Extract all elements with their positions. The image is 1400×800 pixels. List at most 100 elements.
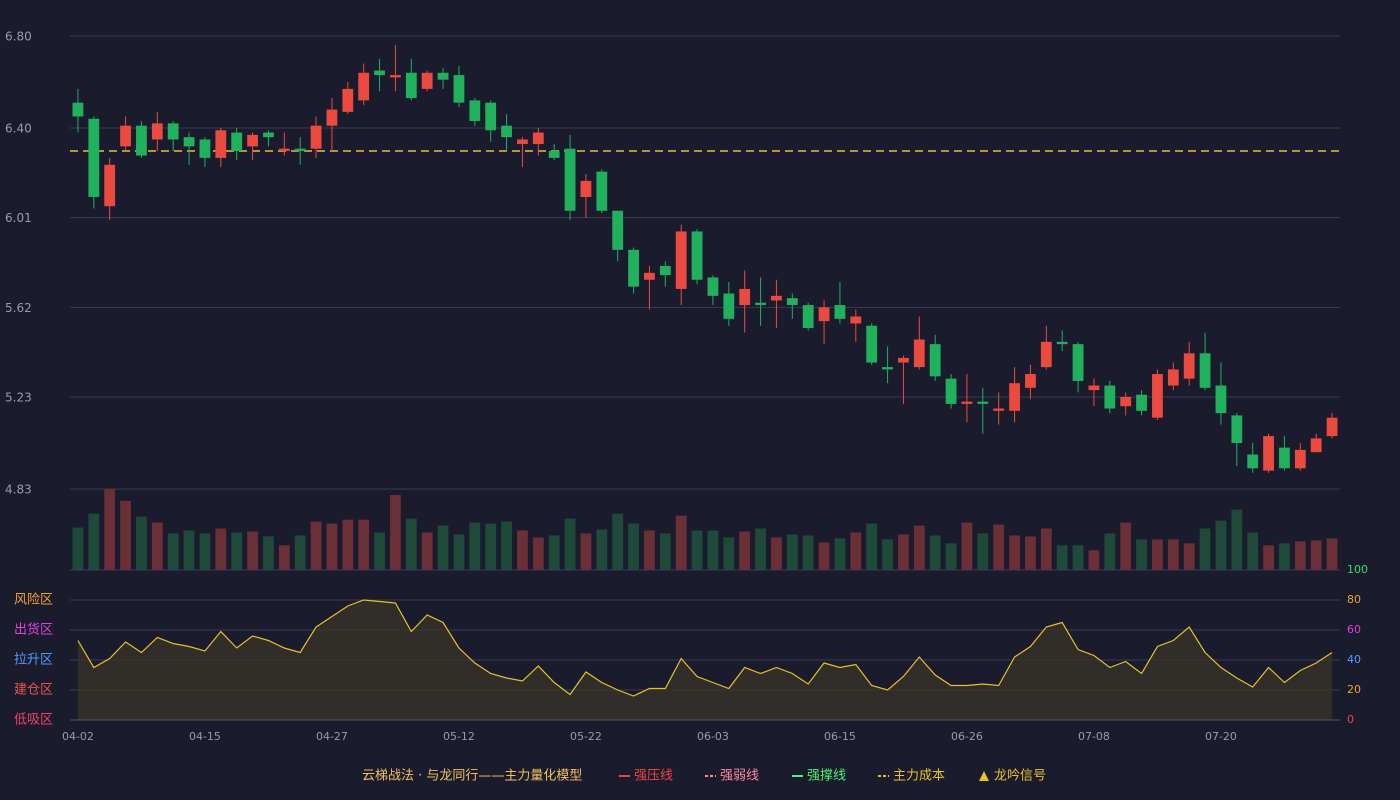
- volume-bar: [326, 523, 338, 570]
- volume-bar: [596, 529, 608, 570]
- candle-body: [659, 265, 671, 276]
- candle-body: [532, 132, 544, 145]
- y-tick-label: 5.62: [5, 301, 32, 315]
- candle-body: [1231, 415, 1243, 444]
- candle-body: [1040, 341, 1052, 368]
- volume-bar: [786, 534, 798, 570]
- x-tick-label: 06-15: [824, 730, 856, 743]
- candle-body: [691, 231, 703, 280]
- candle-body: [739, 288, 751, 306]
- volume-bar: [215, 528, 227, 570]
- volume-bar: [104, 489, 116, 570]
- y2-tick-label: 40: [1347, 653, 1361, 666]
- y2-tick-label: 100: [1347, 563, 1368, 576]
- volume-bar: [1009, 535, 1020, 570]
- candle-body: [993, 408, 1005, 411]
- candle-body: [136, 125, 147, 156]
- zone-label: 出货区: [14, 622, 53, 638]
- candle-body: [1056, 341, 1068, 345]
- candle-body: [850, 316, 862, 324]
- volume-bar: [358, 519, 370, 570]
- candle-body: [961, 401, 973, 404]
- candle-body: [834, 305, 846, 319]
- candle-body: [294, 148, 306, 151]
- volume-bar: [929, 535, 941, 570]
- candle-body: [247, 134, 258, 147]
- candle-body: [453, 75, 465, 103]
- volume-bar: [913, 525, 925, 570]
- candle-body: [358, 72, 370, 101]
- candle-body: [278, 148, 290, 151]
- volume-bar: [247, 531, 258, 570]
- volume-bar: [993, 524, 1005, 570]
- volume-bar: [421, 532, 433, 570]
- candle-body: [929, 344, 941, 377]
- candle-body: [1199, 353, 1211, 388]
- volume-bar: [866, 523, 878, 570]
- legend-marker: [979, 771, 989, 781]
- candle-body: [1310, 438, 1322, 453]
- candle-body: [421, 72, 433, 89]
- y2-tick-label: 20: [1347, 683, 1361, 696]
- legend-title: 云梯战法 · 与龙同行——主力量化模型: [362, 769, 582, 784]
- volume-bar: [437, 525, 449, 570]
- volume-bar: [882, 539, 893, 570]
- candle-body: [1152, 374, 1163, 418]
- volume-bar: [612, 513, 624, 570]
- y-tick-label: 4.83: [5, 483, 32, 497]
- volume-bar: [310, 521, 322, 570]
- candle-body: [437, 72, 449, 80]
- volume-bar: [278, 545, 290, 570]
- candle-body: [263, 132, 274, 138]
- x-tick-label: 07-08: [1078, 730, 1110, 743]
- candle-body: [1247, 454, 1259, 469]
- legend-label: 强弱线: [720, 769, 759, 784]
- candle-body: [1136, 394, 1147, 411]
- candle-body: [310, 125, 322, 149]
- volume-bar: [1294, 541, 1306, 570]
- candle-body: [771, 295, 782, 301]
- candle-body: [755, 302, 766, 306]
- volume-bar: [517, 530, 528, 570]
- volume-bar: [1072, 545, 1084, 570]
- candle-body: [88, 118, 100, 197]
- candle-body: [1167, 369, 1179, 386]
- volume-bar: [485, 523, 497, 570]
- candle-body: [628, 249, 639, 287]
- volume-bar: [961, 522, 973, 570]
- candle-body: [675, 231, 687, 289]
- volume-bar: [1104, 533, 1116, 570]
- y2-tick-label: 60: [1347, 623, 1361, 636]
- candle-body: [913, 339, 925, 368]
- volume-bar: [183, 530, 195, 570]
- x-tick-label: 04-02: [62, 730, 94, 743]
- candle-body: [1326, 417, 1338, 437]
- volume-bar: [501, 521, 512, 570]
- candle-body: [1025, 374, 1036, 388]
- volume-bar: [1056, 545, 1068, 570]
- volume-bar: [691, 530, 703, 570]
- candle-body: [231, 132, 243, 151]
- volume-bar: [453, 534, 465, 570]
- candle-body: [342, 88, 354, 112]
- candle-body: [167, 123, 179, 140]
- candle-body: [1294, 449, 1306, 469]
- oscillator-area: [77, 600, 1333, 720]
- volume-bar: [72, 527, 84, 570]
- y2-tick-label: 0: [1347, 713, 1354, 726]
- candle-body: [120, 125, 131, 147]
- volume-bar: [1215, 520, 1227, 570]
- candle-body: [501, 125, 512, 138]
- volume-bar: [723, 537, 735, 570]
- volume-bar: [644, 530, 655, 570]
- candle-body: [802, 305, 814, 329]
- y-tick-label: 6.40: [5, 121, 32, 135]
- volume-bar: [818, 542, 830, 570]
- candle-body: [612, 210, 624, 250]
- volume-bar: [898, 534, 909, 570]
- volume-bar: [945, 543, 957, 570]
- candle-body: [1263, 436, 1274, 471]
- candle-body: [898, 357, 909, 363]
- legend-label: 主力成本: [893, 769, 945, 784]
- legend-label: 强撑线: [807, 769, 846, 784]
